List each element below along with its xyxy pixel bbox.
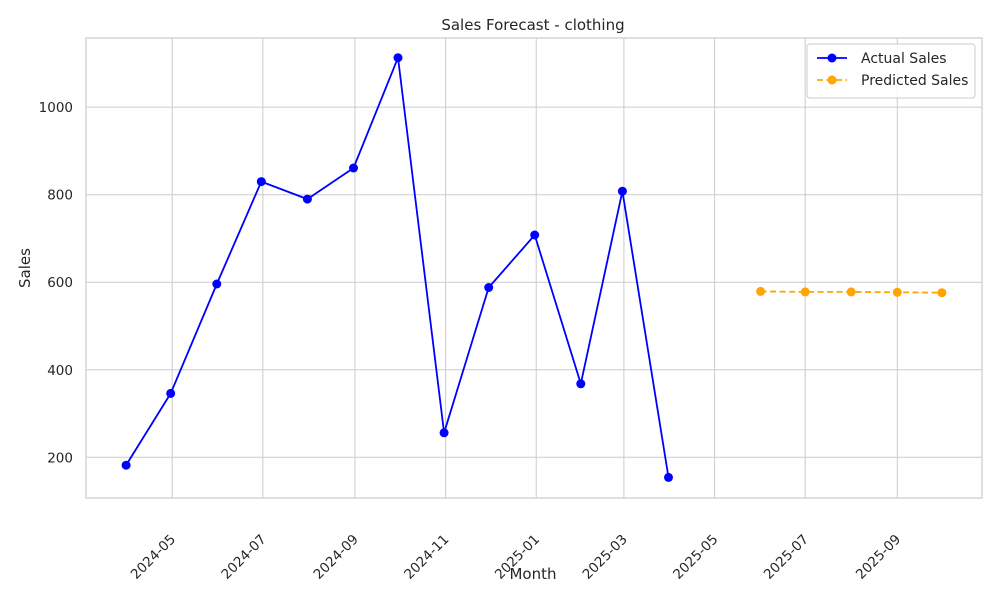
data-point [576, 379, 586, 389]
series-layer [121, 53, 947, 482]
data-point [484, 283, 494, 292]
data-point [617, 186, 627, 196]
legend: Actual Sales Predicted Sales [806, 43, 976, 99]
data-point [349, 163, 358, 173]
data-point [166, 388, 176, 398]
grid [86, 38, 982, 498]
data-point [393, 53, 403, 63]
plot-frame [85, 37, 983, 499]
y-tick-label: 1000 [39, 100, 73, 116]
y-tick-label: 600 [47, 275, 73, 291]
y-axis-title: Sales [16, 248, 34, 288]
x-axis-title: Month [509, 565, 556, 583]
legend-predicted-marker [827, 75, 837, 85]
chart-title: Sales Forecast - clothing [441, 16, 624, 34]
y-tick-labels: 200 400 600 800 1000 [39, 100, 73, 466]
data-point [664, 472, 673, 482]
data-point [756, 286, 766, 296]
data-point [846, 287, 856, 297]
data-point [530, 230, 540, 240]
legend-actual-label: Actual Sales [861, 51, 947, 67]
legend-box [806, 43, 976, 99]
data-point [302, 194, 312, 204]
data-point [439, 428, 449, 438]
y-tick-label: 800 [47, 188, 73, 204]
data-point [937, 288, 947, 298]
legend-actual-marker [827, 53, 837, 63]
data-point [212, 279, 222, 289]
data-point [892, 287, 902, 297]
y-tick-label: 400 [47, 363, 73, 379]
data-point [256, 177, 266, 187]
data-point [800, 287, 810, 297]
legend-predicted-label: Predicted Sales [861, 73, 968, 89]
data-point [121, 460, 131, 470]
y-tick-label: 200 [47, 450, 73, 466]
